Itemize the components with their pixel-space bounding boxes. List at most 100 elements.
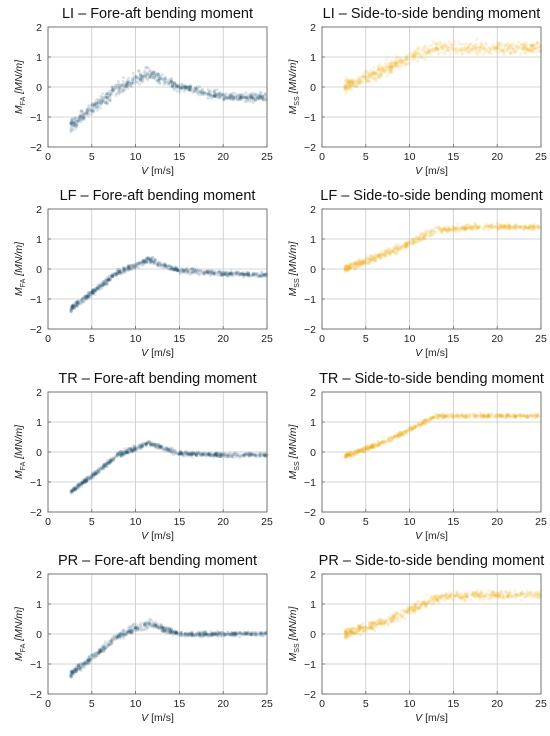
data-point	[229, 97, 232, 100]
data-point	[344, 267, 347, 270]
data-point	[369, 72, 372, 75]
data-point	[490, 224, 493, 227]
x-axis-variable: V	[141, 347, 149, 359]
data-point	[128, 82, 131, 85]
data-point	[207, 88, 210, 91]
data-point	[260, 271, 263, 274]
data-point	[417, 56, 420, 59]
y-tick-label: 1	[310, 417, 316, 429]
x-tick-label: 5	[89, 333, 95, 345]
data-point	[136, 262, 139, 265]
data-point	[398, 434, 401, 437]
data-point	[377, 443, 380, 446]
data-point	[150, 257, 153, 260]
data-point	[426, 419, 429, 422]
data-point	[263, 273, 266, 276]
data-point	[133, 448, 136, 451]
data-point	[387, 439, 390, 442]
x-tick-label: 10	[404, 333, 416, 345]
data-point	[455, 47, 458, 50]
data-point	[190, 88, 193, 91]
data-point	[376, 72, 379, 75]
data-point	[538, 226, 541, 229]
data-point	[177, 85, 180, 88]
data-point	[207, 272, 210, 275]
data-point	[115, 636, 118, 639]
data-point	[70, 121, 73, 124]
data-point	[109, 99, 112, 102]
data-point	[410, 426, 413, 429]
data-point	[126, 447, 129, 450]
data-point	[405, 62, 408, 65]
x-tick-label: 25	[261, 516, 273, 528]
data-point	[85, 112, 88, 115]
data-point	[258, 455, 261, 458]
data-point	[195, 454, 198, 457]
data-point	[499, 413, 502, 416]
panel-title: TR – Fore-aft bending moment	[58, 371, 256, 387]
y-axis-variable: M	[13, 105, 25, 114]
data-point	[154, 445, 157, 448]
data-point	[429, 44, 432, 47]
data-point	[247, 98, 250, 101]
data-point	[372, 70, 375, 73]
data-point	[74, 116, 77, 119]
data-point	[408, 240, 411, 243]
data-point	[443, 50, 446, 53]
data-point	[457, 40, 460, 43]
data-point	[135, 75, 138, 78]
data-point	[100, 103, 103, 106]
data-point	[115, 273, 118, 276]
x-axis-unit: [m/s]	[425, 347, 448, 359]
data-point	[139, 625, 142, 628]
data-point	[351, 83, 354, 86]
data-point	[220, 274, 223, 277]
x-tick-label: 5	[363, 516, 369, 528]
x-axis-variable: V	[141, 530, 149, 542]
data-point	[83, 116, 86, 119]
data-point	[156, 79, 159, 82]
data-point	[236, 95, 239, 98]
data-point	[370, 443, 373, 446]
data-point	[509, 52, 512, 55]
data-point	[394, 58, 397, 61]
data-point	[179, 634, 182, 637]
x-axis-label: V[m/s]	[415, 530, 448, 542]
data-point	[99, 106, 102, 109]
scatter-points	[343, 589, 542, 641]
y-tick-label: 0	[310, 264, 316, 276]
data-point	[215, 88, 218, 91]
data-point	[366, 448, 369, 451]
data-point	[215, 453, 218, 456]
data-point	[522, 228, 525, 231]
data-point	[424, 58, 427, 61]
data-point	[140, 629, 143, 632]
data-point	[75, 305, 78, 308]
data-point	[430, 229, 433, 232]
data-point	[216, 272, 219, 275]
data-point	[105, 277, 108, 280]
data-point	[241, 96, 244, 99]
data-point	[235, 632, 238, 635]
data-point	[73, 672, 76, 675]
data-point	[437, 53, 440, 56]
x-axis-label: V[m/s]	[141, 347, 174, 359]
panel-title: LI – Side-to-side bending moment	[323, 6, 541, 22]
panel-title: TR – Side-to-side bending moment	[319, 371, 544, 387]
data-point	[103, 463, 106, 466]
y-tick-label: 1	[36, 52, 42, 64]
data-point	[512, 225, 515, 228]
x-axis-unit: [m/s]	[151, 712, 174, 724]
data-point	[118, 270, 121, 273]
data-point	[122, 633, 125, 636]
data-point	[438, 226, 441, 229]
data-point	[363, 76, 366, 79]
data-point	[164, 81, 167, 84]
data-point	[203, 92, 206, 95]
data-point	[412, 54, 415, 57]
data-point	[421, 56, 424, 59]
data-point	[189, 634, 192, 637]
data-point	[435, 231, 438, 234]
data-point	[428, 49, 431, 52]
data-point	[356, 86, 359, 89]
